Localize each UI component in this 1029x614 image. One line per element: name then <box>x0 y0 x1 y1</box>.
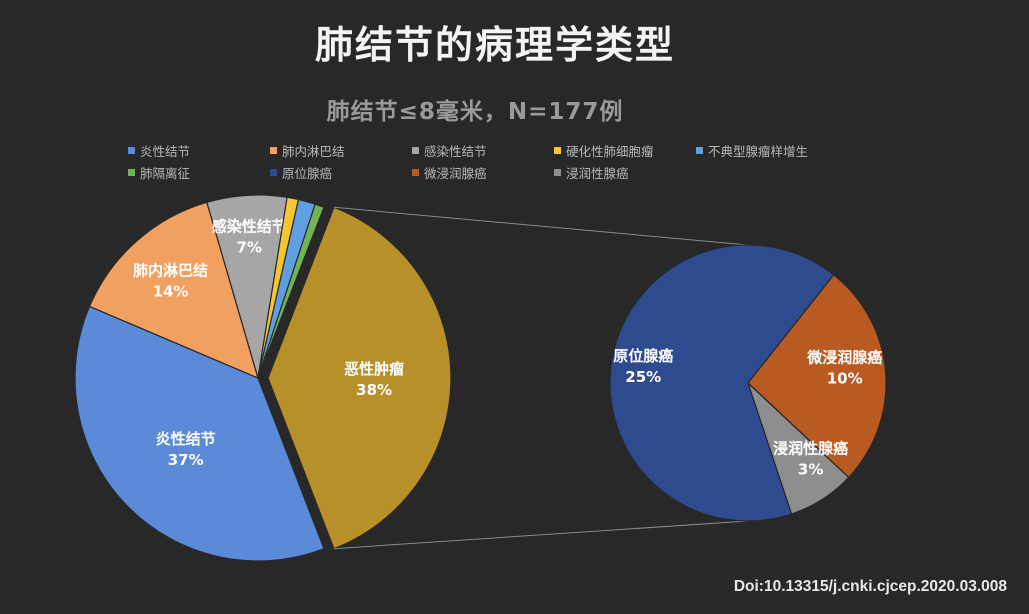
pie-slice <box>74 305 325 562</box>
legend-label: 肺隔离征 <box>140 165 191 181</box>
secondary-slice-percent-label: 3% <box>798 461 823 479</box>
legend-swatch <box>412 168 419 176</box>
legend-item: 肺隔离征 <box>128 163 270 182</box>
legend-label: 炎性结节 <box>140 143 191 159</box>
connector-line <box>333 206 749 246</box>
legend-label: 微浸润腺癌 <box>424 165 487 181</box>
legend-swatch <box>128 146 135 154</box>
connector-line <box>333 520 749 550</box>
legend-label: 硬化性肺细胞瘤 <box>566 143 654 159</box>
slice-name-label: 炎性结节 <box>156 430 216 448</box>
legend-item: 不典型腺瘤样增生 <box>696 141 838 160</box>
secondary-slice-name-label: 浸润性腺癌 <box>773 440 848 458</box>
legend-swatch <box>128 168 135 176</box>
legend-swatch <box>412 146 419 154</box>
legend-item: 硬化性肺细胞瘤 <box>554 141 696 160</box>
chart-subtitle: 肺结节≤8毫米，N=177例 <box>326 99 624 125</box>
legend-swatch <box>270 146 277 154</box>
legend-label: 感染性结节 <box>424 143 487 159</box>
chart-title: 肺结节的病理学类型 <box>314 23 675 67</box>
legend-item: 炎性结节 <box>128 141 270 160</box>
legend-swatch <box>270 168 277 176</box>
legend-item: 原位腺癌 <box>270 163 412 182</box>
pie-slice <box>267 206 452 550</box>
secondary-pie-slice <box>747 382 850 515</box>
secondary-slice-name-label: 原位腺癌 <box>613 347 673 365</box>
legend-label: 浸润性腺癌 <box>566 165 629 181</box>
secondary-slice-name-label: 微浸润腺癌 <box>806 349 882 367</box>
legend-item: 浸润性腺癌 <box>554 163 696 182</box>
doi-citation: Doi:10.13315/j.cnki.cjcep.2020.03.008 <box>733 578 1007 595</box>
slice-percent-label: 37% <box>168 451 204 469</box>
secondary-pie-slice <box>609 244 835 522</box>
slice-name-label: 恶性肿瘤 <box>344 360 404 378</box>
legend-label: 肺内淋巴结 <box>282 143 345 159</box>
slice-percent-label: 7% <box>236 239 261 257</box>
legend-label: 不典型腺瘤样增生 <box>708 143 809 159</box>
legend-item: 微浸润腺癌 <box>412 163 554 182</box>
slice-name-label: 肺内淋巴结 <box>133 261 208 279</box>
legend-item: 肺内淋巴结 <box>270 141 412 160</box>
slice-name-label: 感染性结节 <box>212 218 287 236</box>
pie-slice <box>257 203 325 379</box>
slice-percent-label: 38% <box>356 381 392 399</box>
legend-label: 原位腺癌 <box>282 165 333 181</box>
legend-swatch <box>696 146 703 154</box>
legend-swatch <box>554 168 561 176</box>
secondary-slice-percent-label: 10% <box>827 370 863 388</box>
pie-slice <box>88 201 259 380</box>
legend-row-1: 炎性结节 肺内淋巴结 感染性结节 硬化性肺细胞瘤 不典型腺瘤样增生 <box>128 139 888 161</box>
slice-percent-label: 14% <box>153 282 189 300</box>
legend-item: 感染性结节 <box>412 141 554 160</box>
legend-row-2: 肺隔离征 原位腺癌 微浸润腺癌 浸润性腺癌 <box>128 161 888 183</box>
legend-swatch <box>554 146 561 154</box>
secondary-slice-percent-label: 25% <box>625 368 661 386</box>
secondary-pie-slice <box>747 274 887 479</box>
chart-legend: 炎性结节 肺内淋巴结 感染性结节 硬化性肺细胞瘤 不典型腺瘤样增生 肺隔离征 原… <box>128 139 888 183</box>
